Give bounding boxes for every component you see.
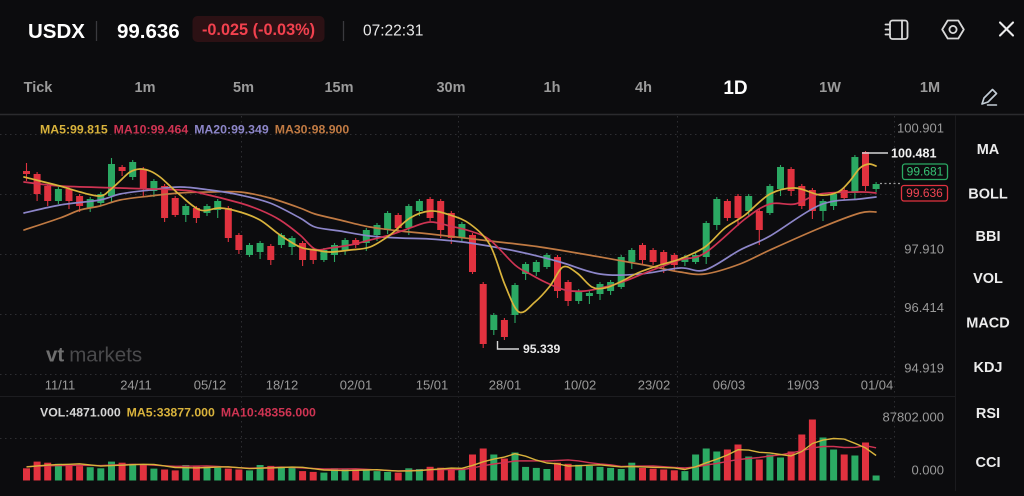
svg-text:10/02: 10/02 xyxy=(564,378,597,393)
svg-text:KDJ: KDJ xyxy=(973,360,1002,376)
svg-text:24/11: 24/11 xyxy=(120,378,152,393)
svg-text:06/03: 06/03 xyxy=(713,378,746,393)
svg-text:15/01: 15/01 xyxy=(416,378,449,393)
svg-text:5m: 5m xyxy=(233,80,254,96)
svg-text:99.681: 99.681 xyxy=(907,165,944,179)
svg-text:05/12: 05/12 xyxy=(194,378,227,393)
svg-text:1D: 1D xyxy=(723,78,747,99)
svg-text:MA: MA xyxy=(977,142,1000,158)
svg-text:USDX: USDX xyxy=(28,20,85,43)
svg-text:RSI: RSI xyxy=(976,406,1000,422)
svg-text:30m: 30m xyxy=(436,80,465,96)
svg-text:4h: 4h xyxy=(635,80,652,96)
svg-text:97.910: 97.910 xyxy=(904,242,944,257)
svg-text:19/03: 19/03 xyxy=(787,378,820,393)
svg-text:100.481: 100.481 xyxy=(891,147,937,161)
svg-text:18/12: 18/12 xyxy=(266,378,299,393)
svg-text:BOLL: BOLL xyxy=(968,187,1008,203)
svg-text:99.636: 99.636 xyxy=(117,20,180,43)
svg-text:23/02: 23/02 xyxy=(638,378,671,393)
svg-text:87802.000: 87802.000 xyxy=(883,410,944,425)
svg-text:0.000: 0.000 xyxy=(911,463,944,478)
svg-text:95.339: 95.339 xyxy=(523,342,560,356)
svg-text:94.919: 94.919 xyxy=(904,361,944,376)
svg-text:02/01: 02/01 xyxy=(340,378,373,393)
svg-text:MACD: MACD xyxy=(966,316,1010,332)
svg-text:VOL: VOL xyxy=(973,271,1003,287)
svg-text:100.901: 100.901 xyxy=(897,121,944,136)
svg-text:-0.025 (-0.03%): -0.025 (-0.03%) xyxy=(202,21,315,39)
svg-text:1m: 1m xyxy=(135,80,156,96)
svg-text:99.636: 99.636 xyxy=(906,186,943,200)
svg-text:07:22:31: 07:22:31 xyxy=(363,23,423,40)
svg-text:11/11: 11/11 xyxy=(45,378,76,393)
svg-text:1M: 1M xyxy=(920,80,940,96)
svg-text:1W: 1W xyxy=(819,80,841,96)
svg-text:1h: 1h xyxy=(544,80,561,96)
svg-text:28/01: 28/01 xyxy=(489,378,522,393)
svg-text:BBI: BBI xyxy=(976,229,1001,245)
svg-text:15m: 15m xyxy=(324,80,353,96)
svg-text:CCI: CCI xyxy=(976,455,1001,471)
svg-text:01/04: 01/04 xyxy=(861,378,894,393)
svg-text:Tick: Tick xyxy=(24,80,54,96)
svg-text:96.414: 96.414 xyxy=(904,300,944,315)
